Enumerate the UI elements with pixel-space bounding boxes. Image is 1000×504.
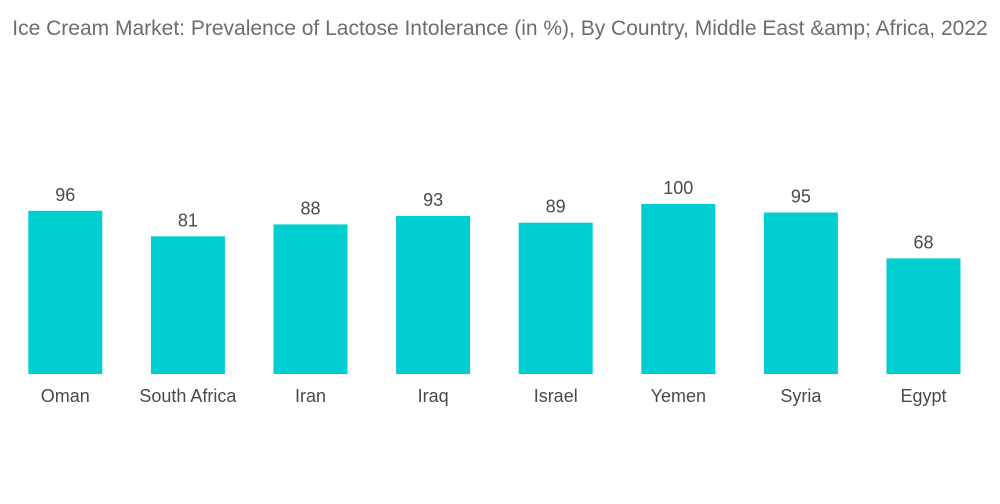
x-tick-label: Syria: [780, 386, 822, 406]
data-label: 96: [55, 185, 75, 205]
bar-syria: [763, 212, 838, 374]
data-label-group: 96 81 88 93 89 100 95 68: [55, 178, 933, 252]
bar-south-africa: [150, 236, 225, 374]
bar-group: [28, 204, 961, 374]
data-label: 88: [300, 198, 320, 218]
x-tick-label: Egypt: [900, 386, 946, 406]
bar-oman: [28, 210, 103, 374]
chart-title: Ice Cream Market: Prevalence of Lactose …: [12, 17, 988, 40]
bar-yemen: [641, 204, 716, 374]
bar-iraq: [396, 215, 471, 374]
data-label: 68: [913, 232, 933, 252]
x-axis-tick-group: Oman South Africa Iran Iraq Israel Yemen Syria…: [41, 386, 947, 406]
x-tick-label: Yemen: [651, 386, 706, 406]
data-label: 93: [423, 190, 443, 210]
bar-egypt: [886, 258, 961, 374]
bar-iran: [273, 224, 348, 374]
bar-israel: [518, 222, 593, 374]
x-tick-label: South Africa: [139, 386, 237, 406]
x-tick-label: Iraq: [418, 386, 449, 406]
data-label: 89: [546, 197, 566, 217]
x-tick-label: Israel: [534, 386, 578, 406]
x-tick-label: Iran: [295, 386, 326, 406]
x-tick-label: Oman: [41, 386, 90, 406]
data-label: 95: [791, 187, 811, 207]
data-label: 100: [663, 178, 693, 198]
data-label: 81: [178, 210, 198, 230]
